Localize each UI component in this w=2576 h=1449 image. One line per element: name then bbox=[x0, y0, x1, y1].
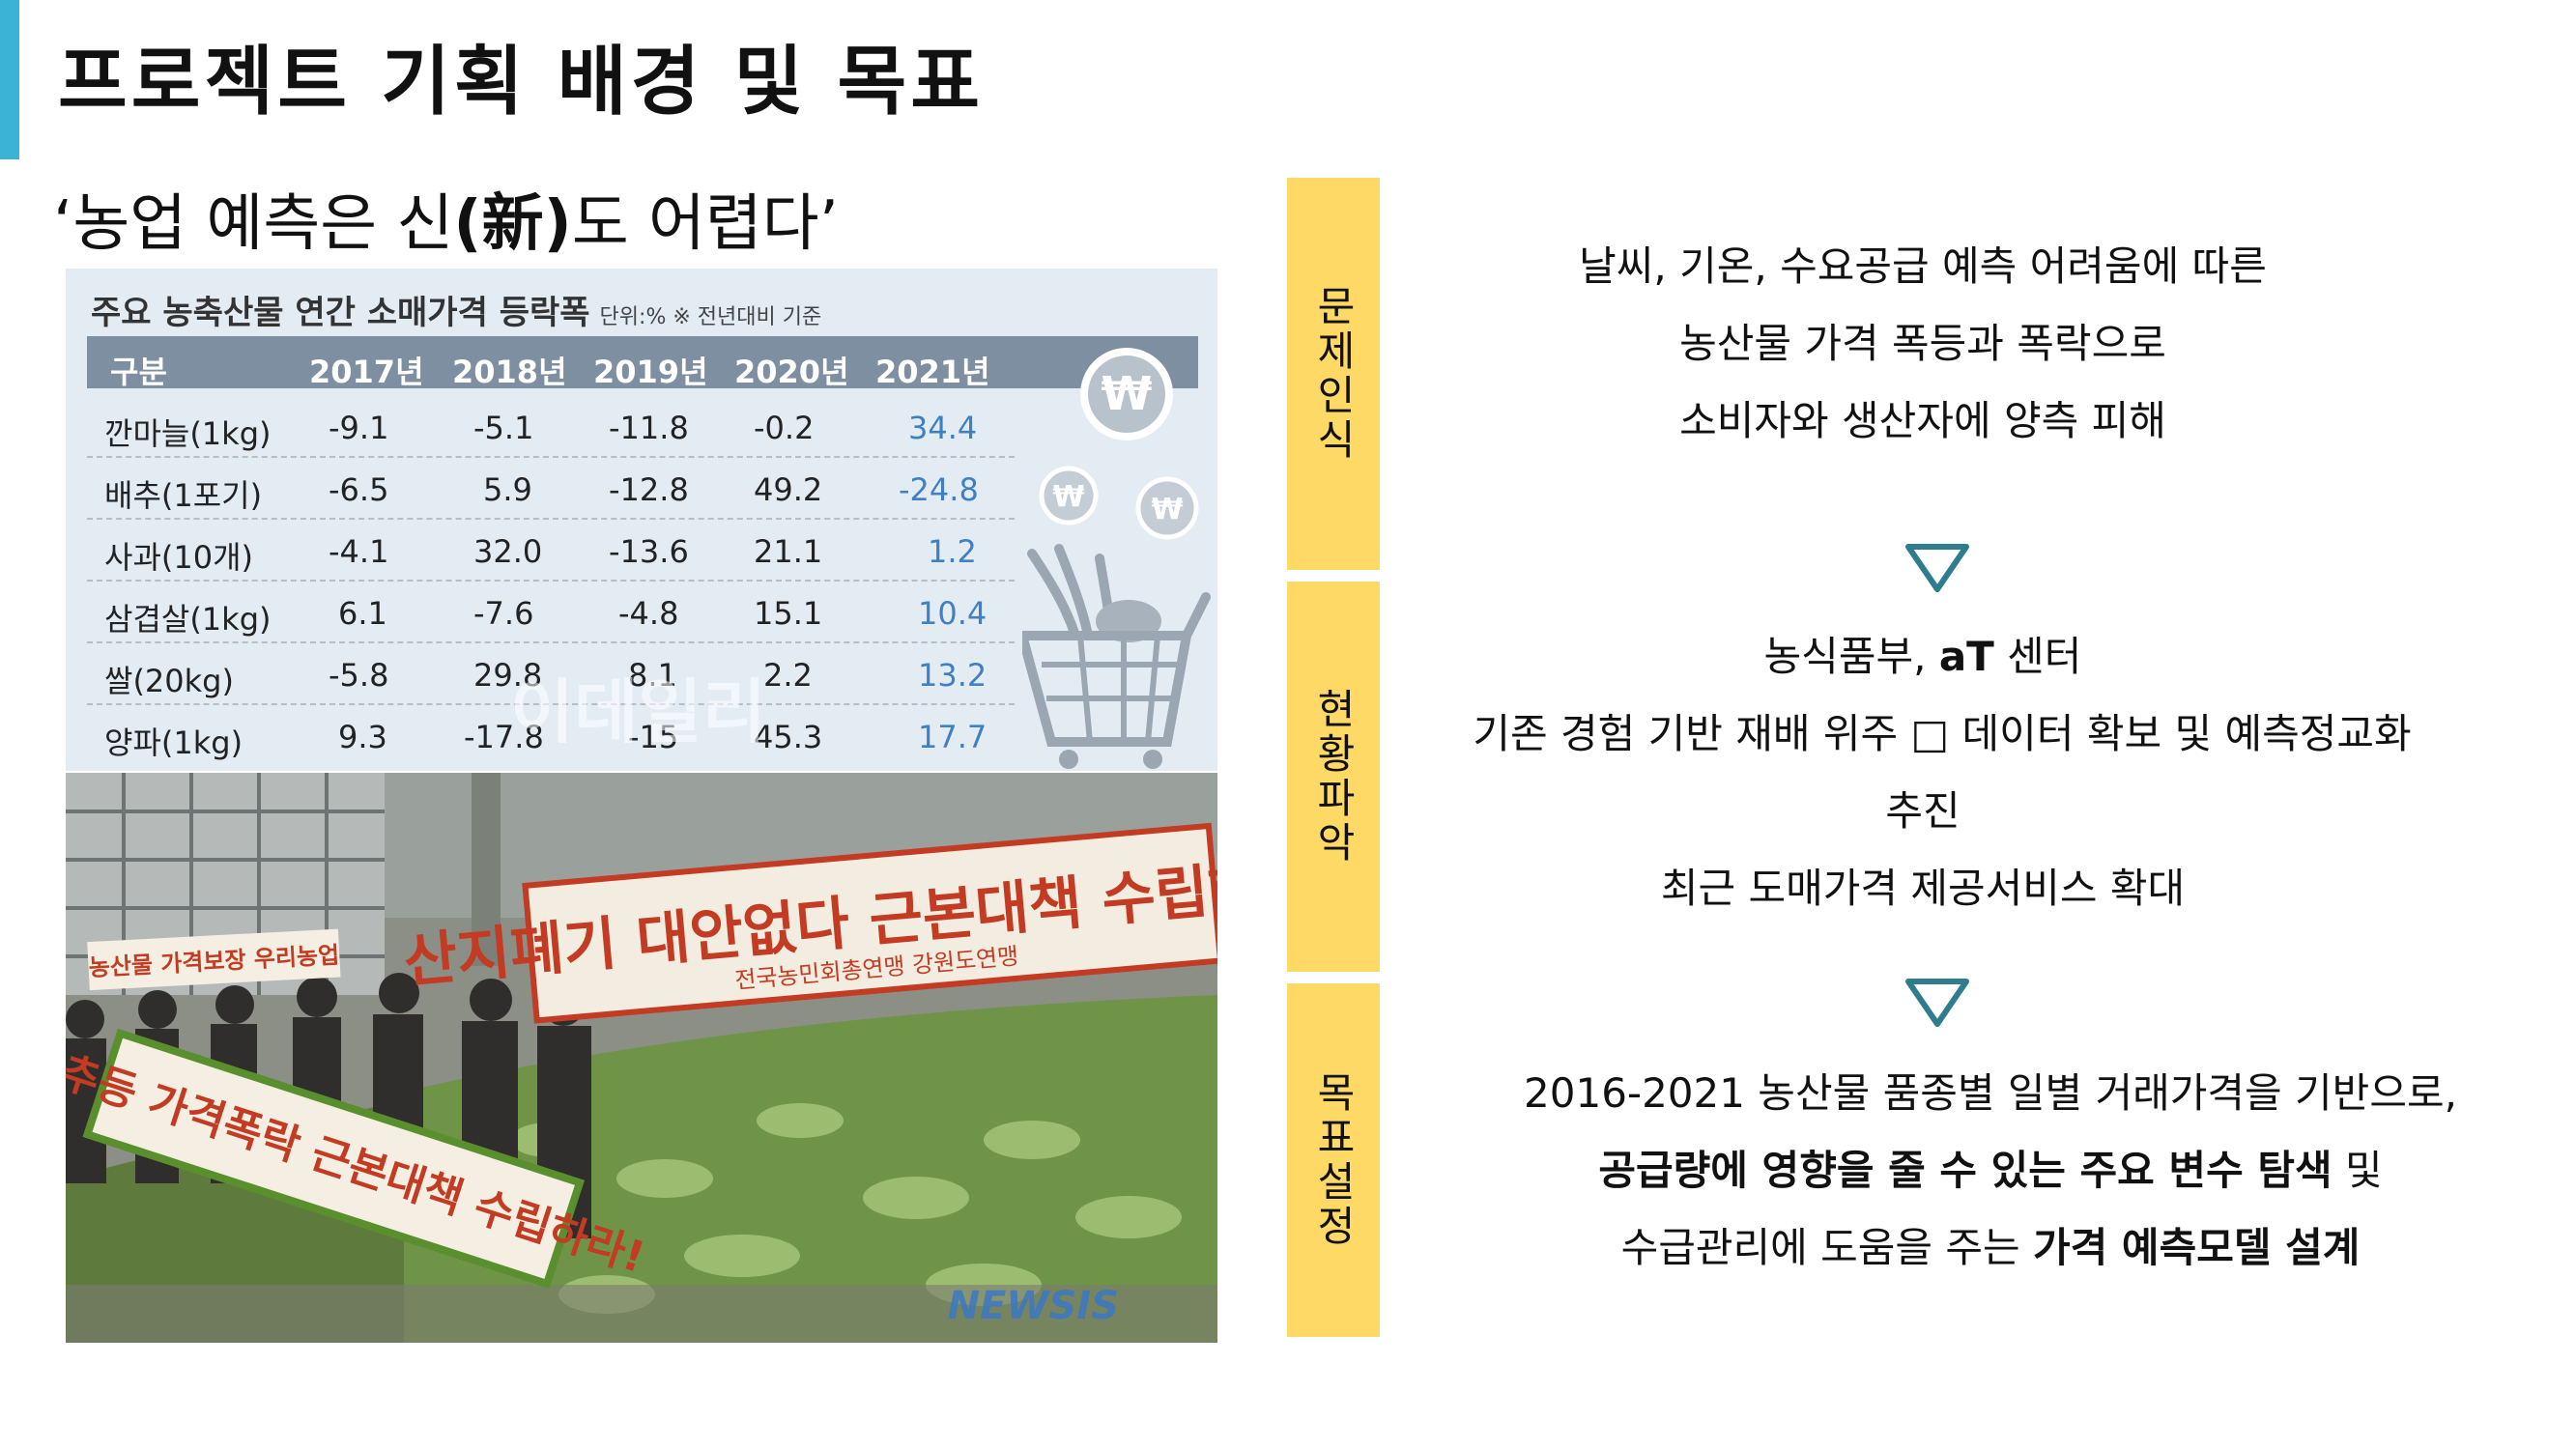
status-line-3: 추진 bbox=[1885, 787, 1961, 835]
label-status: 현황파악 bbox=[1287, 582, 1380, 972]
table-header-cell: 구분 bbox=[110, 354, 167, 390]
subtitle-bold: (新) bbox=[453, 188, 572, 260]
row-value-2021: 17.7 bbox=[918, 719, 987, 755]
table-row: 깐마늘(1kg) -9.1 -5.1 -11.8 -0.2 34.4 bbox=[87, 394, 1015, 458]
goal-line-1: 2016-2021 농산물 품종별 일별 거래가격을 기반으로, bbox=[1524, 1069, 2457, 1117]
status-line-1-post: 센터 bbox=[1993, 633, 2082, 680]
coin-symbol: ₩ bbox=[1052, 480, 1084, 514]
row-value: -0.2 bbox=[754, 410, 815, 446]
page-title: 프로젝트 기획 배경 및 목표 bbox=[58, 39, 984, 126]
subtitle-quote: ‘농업 예측은 신(新)도 어렵다’ bbox=[53, 174, 839, 263]
table-row: 쌀(20kg) -5.8 29.8 8.1 2.2 13.2 bbox=[87, 641, 1015, 705]
row-label: 삼겹살(1kg) bbox=[104, 601, 272, 638]
banner-left-sign: 농산물 가격보장 우리농업 bbox=[87, 928, 341, 991]
row-value: -5.8 bbox=[329, 657, 389, 694]
protest-photo: 산지폐기 대안없다 근본대책 수립하라! 전국농민회총연맹 강원도연맹 농산물 … bbox=[66, 773, 1217, 1343]
table-header-cell: 2018년 bbox=[452, 354, 567, 390]
row-value: -15 bbox=[628, 719, 679, 755]
row-value: -7.6 bbox=[473, 595, 534, 632]
table-header-cell: 2019년 bbox=[593, 354, 708, 390]
table-row: 삼겹살(1kg) 6.1 -7.6 -4.8 15.1 10.4 bbox=[87, 580, 1015, 643]
row-value: 49.2 bbox=[754, 471, 823, 508]
label-problem: 문제인식 bbox=[1287, 178, 1380, 570]
row-value: 9.3 bbox=[338, 719, 387, 755]
table-header-cell: 2020년 bbox=[734, 354, 849, 390]
row-value-2021: 13.2 bbox=[918, 657, 987, 694]
table-row: 사과(10개) -4.1 32.0 -13.6 21.1 1.2 bbox=[87, 518, 1015, 582]
row-value-2021: 34.4 bbox=[908, 410, 978, 446]
status-line-2: 기존 경험 기반 재배 위주 □ 데이터 확보 및 예측정교화 bbox=[1473, 710, 2412, 757]
row-value: 6.1 bbox=[338, 595, 387, 632]
row-value: 15.1 bbox=[754, 595, 823, 632]
row-label: 배추(1포기) bbox=[104, 477, 263, 514]
table-row: 배추(1포기) -6.5 5.9 -12.8 49.2 -24.8 bbox=[87, 456, 1015, 520]
goal-line-3: 수급관리에 도움을 주는 가격 예측모델 설계 bbox=[1469, 1215, 2512, 1274]
protest-scene: 산지폐기 대안없다 근본대책 수립하라! 전국농민회총연맹 강원도연맹 농산물 … bbox=[66, 773, 1217, 1343]
row-value: -11.8 bbox=[609, 410, 689, 446]
watermark: 이데일리 bbox=[510, 671, 766, 753]
banner-top: 산지폐기 대안없다 근본대책 수립하라! 전국농민회총연맹 강원도연맹 bbox=[401, 822, 1217, 1024]
row-label: 양파(1kg) bbox=[104, 724, 243, 761]
infographic-unit: 단위:% ※ 전년대비 기준 bbox=[599, 305, 822, 329]
row-value: 5.9 bbox=[483, 471, 532, 508]
photo-credit: NEWSIS bbox=[948, 1284, 1119, 1328]
table-header: 구분 2017년 2018년 2019년 2020년 2021년 bbox=[87, 336, 1198, 390]
row-value: -17.8 bbox=[464, 719, 544, 755]
row-value: 21.1 bbox=[754, 533, 823, 570]
goal-line-2-post: 및 bbox=[2332, 1147, 2383, 1194]
shopping-cart-icon: ₩ ₩ ₩ bbox=[1022, 348, 1211, 769]
row-value: -9.1 bbox=[329, 410, 389, 446]
coin-symbol: ₩ bbox=[1151, 493, 1183, 526]
row-label: 깐마늘(1kg) bbox=[104, 415, 272, 452]
row-value-2021: -24.8 bbox=[899, 471, 979, 508]
goal-line-3-bold: 가격 예측모델 설계 bbox=[2033, 1224, 2361, 1271]
accent-bar bbox=[0, 0, 19, 159]
row-value: 32.0 bbox=[473, 533, 543, 570]
down-arrow-icon bbox=[1905, 544, 1969, 592]
row-value: -4.1 bbox=[329, 533, 389, 570]
table-row: 양파(1kg) 9.3 -17.8 -15 45.3 17.7 bbox=[87, 703, 1015, 765]
row-value: -12.8 bbox=[609, 471, 689, 508]
table-header-cell: 2021년 bbox=[875, 354, 990, 390]
coin-symbol: ₩ bbox=[1102, 367, 1153, 421]
row-label: 사과(10개) bbox=[104, 539, 254, 576]
goal-line-3-pre: 수급관리에 도움을 주는 bbox=[1620, 1224, 2034, 1271]
row-label: 쌀(20kg) bbox=[104, 663, 234, 699]
row-value: 2.2 bbox=[763, 657, 813, 694]
infographic-title: 주요 농축산물 연간 소매가격 등락폭 단위:% ※ 전년대비 기준 bbox=[91, 286, 821, 333]
label-status-text: 현황파악 bbox=[1309, 688, 1358, 866]
problem-line-1: 날씨, 기온, 수요공급 예측 어려움에 따른 bbox=[1579, 242, 2267, 290]
row-value: 29.8 bbox=[473, 657, 543, 694]
down-arrow-icon bbox=[1905, 979, 1969, 1027]
table-header-cell: 2017년 bbox=[309, 354, 424, 390]
row-value: -5.1 bbox=[473, 410, 534, 446]
label-goal-text: 목표설정 bbox=[1309, 1071, 1358, 1249]
subtitle-close: 도 어렵다’ bbox=[571, 188, 840, 260]
row-value: -13.6 bbox=[609, 533, 689, 570]
price-infographic: 주요 농축산물 연간 소매가격 등락폭 단위:% ※ 전년대비 기준 구분 201… bbox=[66, 269, 1217, 771]
row-value: 8.1 bbox=[628, 657, 677, 694]
problem-line-3: 소비자와 생산자에 양측 피해 bbox=[1679, 397, 2166, 444]
goal-line-2: 공급량에 영향을 줄 수 있는 주요 변수 탐색 및 bbox=[1469, 1138, 2512, 1197]
label-problem-text: 문제인식 bbox=[1309, 285, 1358, 463]
row-value-2021: 10.4 bbox=[918, 595, 987, 632]
status-line-1: 농식품부, aT 센터 bbox=[1420, 624, 2425, 683]
infographic-title-text: 주요 농축산물 연간 소매가격 등락폭 bbox=[91, 294, 590, 332]
subtitle-open: ‘농업 예측은 신 bbox=[53, 188, 454, 260]
row-value: -6.5 bbox=[329, 471, 389, 508]
row-value-2021: 1.2 bbox=[928, 533, 977, 570]
status-line-1-pre: 농식품부, bbox=[1763, 633, 1939, 680]
label-goal: 목표설정 bbox=[1287, 983, 1380, 1337]
status-line-4: 최근 도매가격 제공서비스 확대 bbox=[1660, 865, 2186, 912]
row-value: 45.3 bbox=[754, 719, 823, 755]
status-line-1-bold: aT bbox=[1938, 633, 1994, 680]
goal-line-2-bold: 공급량에 영향을 줄 수 있는 주요 변수 탐색 bbox=[1598, 1147, 2333, 1194]
row-value: -4.8 bbox=[618, 595, 679, 632]
problem-line-2: 농산물 가격 폭등과 폭락으로 bbox=[1679, 320, 2166, 367]
